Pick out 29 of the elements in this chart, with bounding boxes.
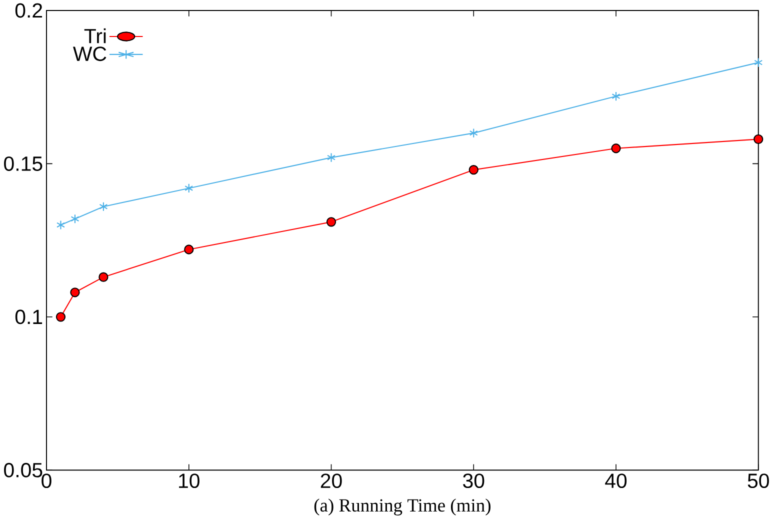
point — [56, 220, 65, 230]
point — [754, 58, 763, 68]
x-tick-label: 0 — [42, 474, 52, 488]
point — [612, 92, 620, 102]
x-tick-label: 30 — [463, 474, 484, 488]
point — [70, 288, 80, 298]
point — [327, 152, 336, 163]
y-tick-label: 0.2 — [15, 3, 42, 18]
point — [184, 244, 194, 254]
point — [611, 144, 621, 154]
x-tick-label: 40 — [605, 474, 627, 488]
y-tick-label: 0.15 — [4, 156, 42, 172]
x-tick-label: 10 — [179, 474, 200, 488]
x-axis-title: (a) Running Time (min) — [314, 498, 490, 516]
point — [70, 214, 80, 224]
point — [754, 134, 764, 144]
point — [184, 184, 194, 194]
point — [99, 202, 108, 212]
point — [468, 165, 478, 175]
point — [98, 272, 108, 282]
y-tick-label: 0.1 — [15, 310, 42, 324]
legend-label: WC — [73, 46, 106, 62]
x-tick-label: 50 — [748, 474, 769, 488]
x-tick-label: 20 — [320, 474, 342, 488]
point — [326, 217, 336, 227]
point — [469, 128, 478, 138]
y-tick-label: 0.05 — [4, 463, 42, 478]
legend-label: Tri — [84, 28, 106, 44]
point — [56, 312, 66, 322]
